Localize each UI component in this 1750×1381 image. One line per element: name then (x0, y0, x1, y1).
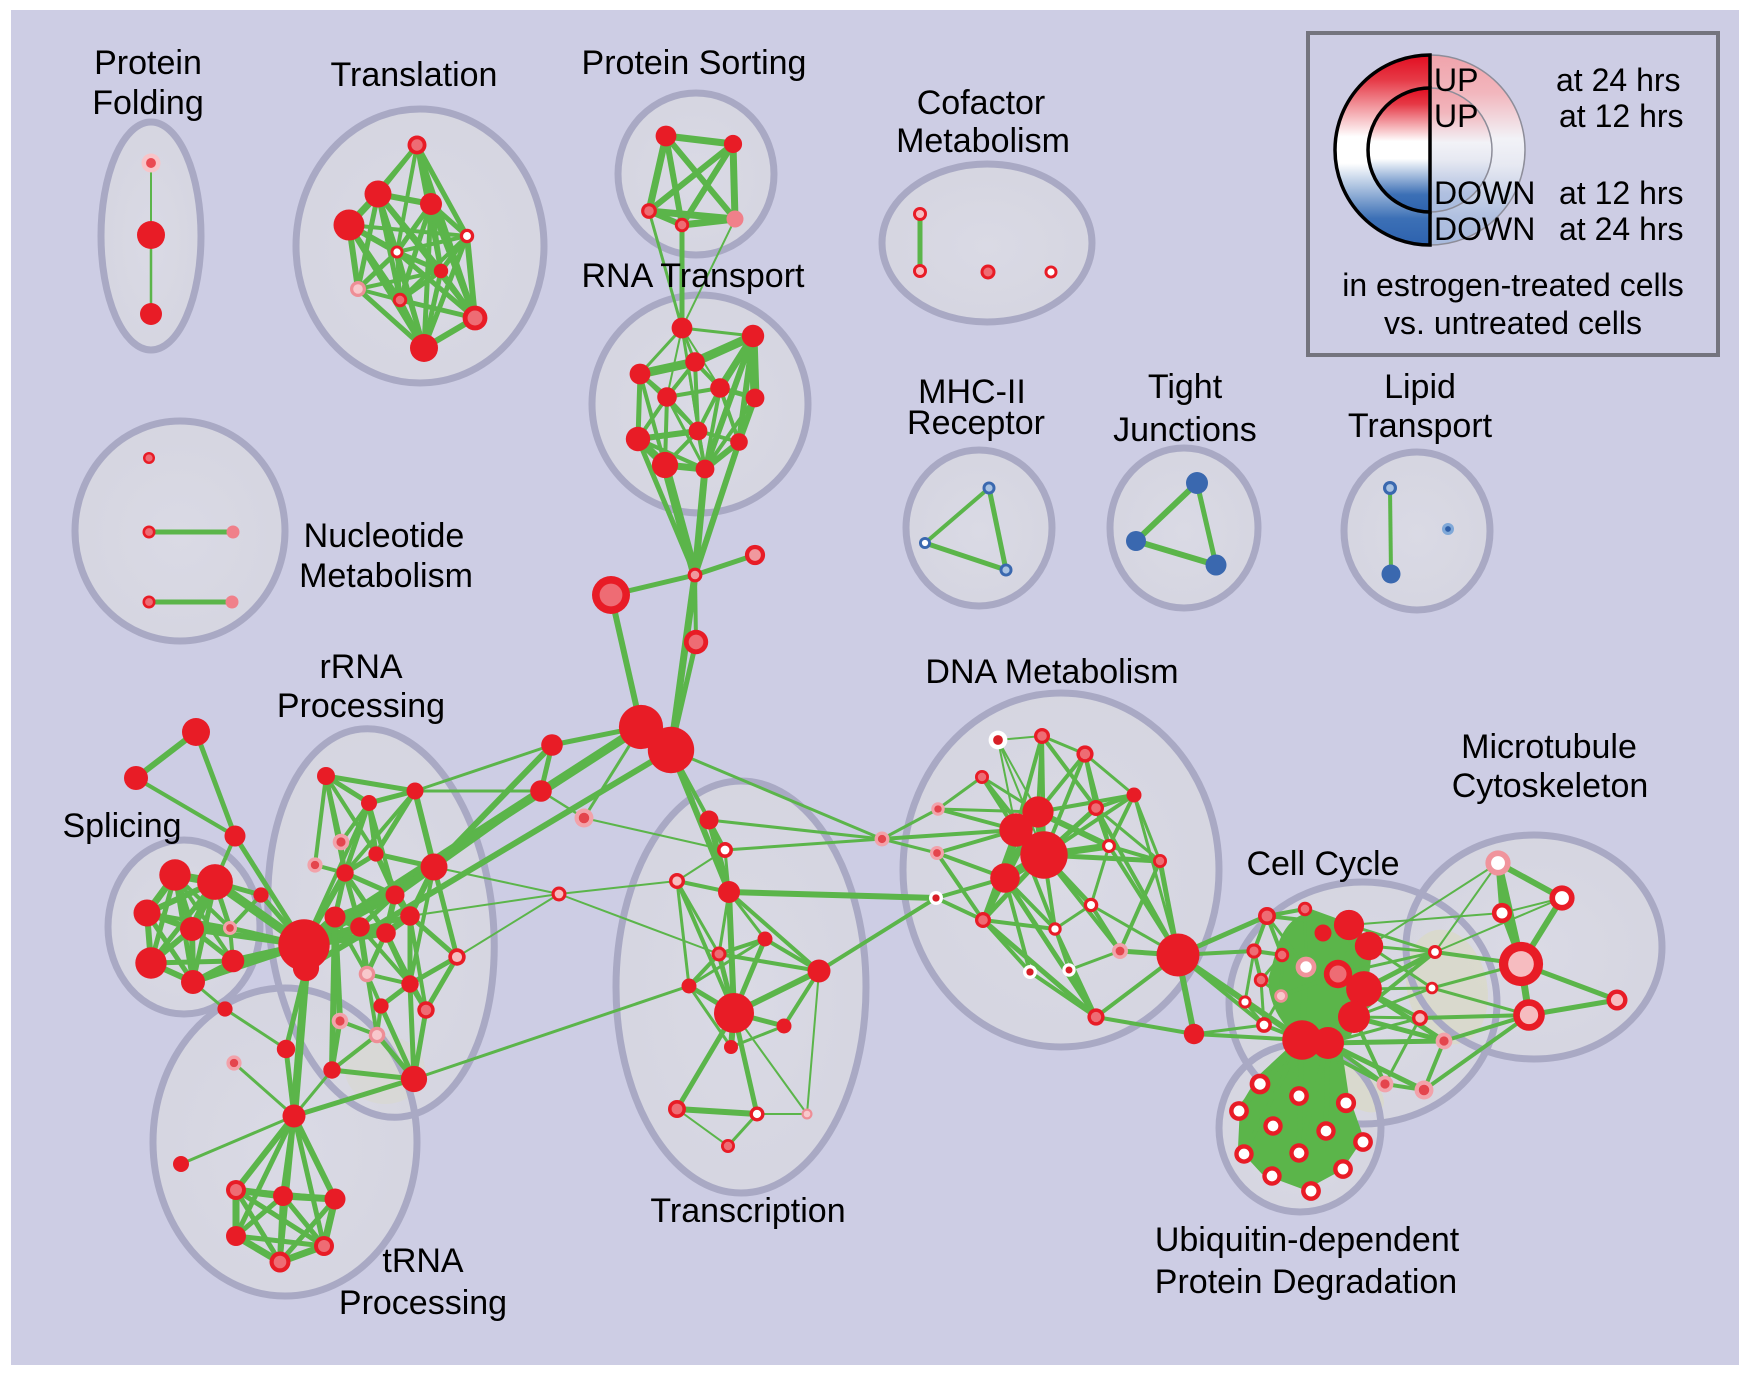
svg-text:Metabolism: Metabolism (896, 122, 1070, 160)
svg-text:DOWN: DOWN (1434, 175, 1535, 211)
svg-text:Splicing: Splicing (62, 807, 181, 845)
svg-text:Cofactor: Cofactor (917, 84, 1046, 122)
svg-text:Ubiquitin-dependent: Ubiquitin-dependent (1155, 1221, 1460, 1259)
svg-text:RNA Transport: RNA Transport (582, 257, 806, 295)
svg-text:MHC-II: MHC-II (918, 373, 1026, 411)
svg-text:Metabolism: Metabolism (299, 557, 473, 595)
svg-text:Cytoskeleton: Cytoskeleton (1452, 767, 1649, 805)
svg-text:Tight: Tight (1148, 368, 1223, 406)
svg-text:Protein Degradation: Protein Degradation (1155, 1263, 1457, 1301)
svg-text:vs. untreated cells: vs. untreated cells (1384, 305, 1642, 341)
svg-text:Microtubule: Microtubule (1461, 728, 1637, 766)
svg-text:Junctions: Junctions (1113, 411, 1257, 449)
svg-text:Protein: Protein (94, 44, 202, 82)
svg-text:Transcription: Transcription (650, 1192, 845, 1230)
svg-text:at 12 hrs: at 12 hrs (1559, 98, 1684, 134)
svg-text:Processing: Processing (277, 687, 445, 725)
svg-text:Processing: Processing (339, 1284, 507, 1322)
svg-text:Folding: Folding (92, 84, 204, 122)
svg-text:Receptor: Receptor (907, 404, 1045, 442)
svg-text:at 24 hrs: at 24 hrs (1559, 211, 1684, 247)
svg-text:Transport: Transport (1348, 407, 1493, 445)
svg-text:at 12 hrs: at 12 hrs (1559, 175, 1684, 211)
svg-text:in estrogen-treated cells: in estrogen-treated cells (1342, 267, 1684, 303)
svg-text:Nucleotide: Nucleotide (304, 517, 465, 555)
svg-text:at 24 hrs: at 24 hrs (1556, 62, 1681, 98)
svg-text:UP: UP (1434, 98, 1478, 134)
svg-text:tRNA: tRNA (382, 1242, 464, 1280)
svg-text:DNA Metabolism: DNA Metabolism (925, 653, 1178, 691)
svg-text:rRNA: rRNA (319, 648, 402, 686)
svg-text:Translation: Translation (331, 56, 498, 94)
svg-text:DOWN: DOWN (1434, 211, 1535, 247)
svg-text:UP: UP (1434, 62, 1478, 98)
svg-text:Lipid: Lipid (1384, 368, 1456, 406)
svg-text:Cell Cycle: Cell Cycle (1246, 845, 1399, 883)
svg-text:Protein Sorting: Protein Sorting (582, 44, 807, 82)
